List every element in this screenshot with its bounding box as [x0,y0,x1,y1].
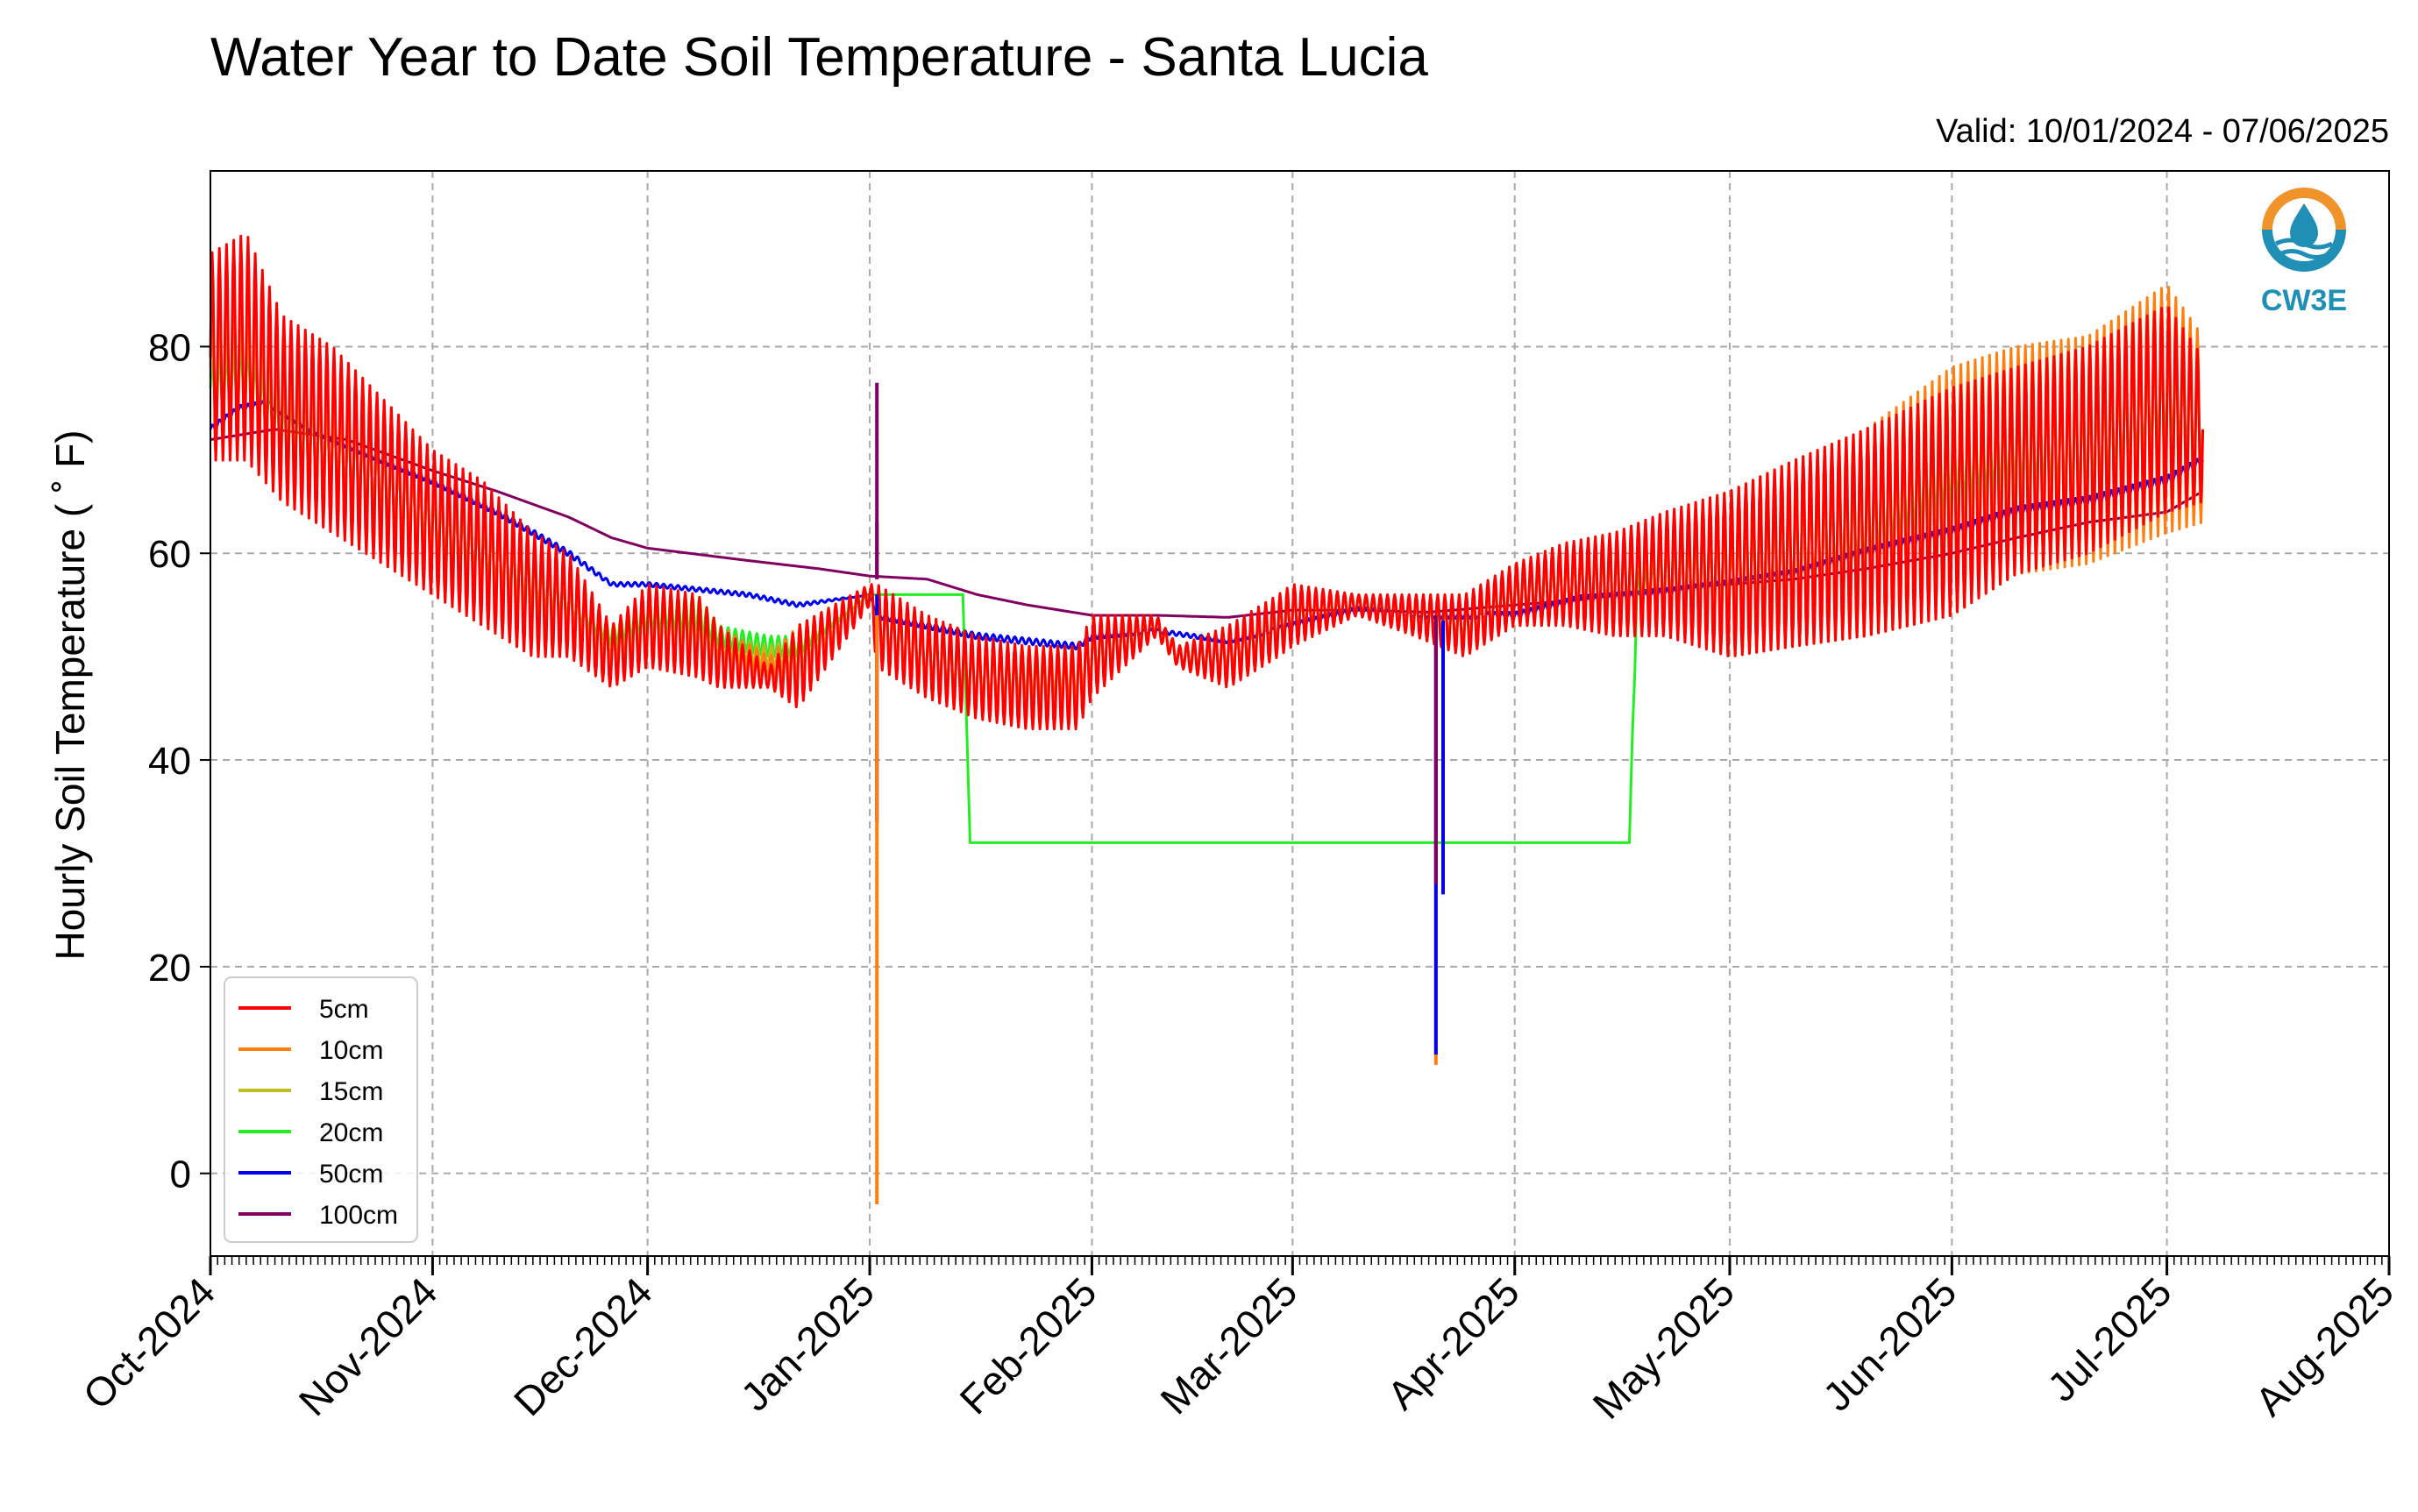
x-tick-label: Apr-2025 [1378,1268,1528,1418]
x-tick-label: Jun-2025 [1814,1268,1965,1419]
cw3e-logo: CW3E [2261,188,2347,317]
x-tick-label: Jul-2025 [2038,1268,2180,1410]
x-tick-label: Aug-2025 [2246,1268,2402,1424]
x-tick-label: Nov-2024 [290,1268,446,1424]
legend-label-5cm: 5cm [319,995,369,1024]
x-tick-label: Oct-2024 [75,1268,224,1418]
grid-lines [210,171,2390,1256]
y-tick-label: 0 [170,1154,191,1196]
plot-frame [210,170,2390,1257]
x-tick-label: Jan-2025 [732,1268,883,1419]
x-tick-label: Mar-2025 [1151,1268,1305,1423]
y-axis-ticks: 0 20 40 60 80 [148,326,210,1196]
x-tick-label: Dec-2024 [505,1268,661,1424]
legend-label-15cm: 15cm [319,1077,383,1106]
y-tick-label: 40 [148,740,191,783]
spike-layer [875,382,1445,1205]
y-axis-label: Hourly Soil Temperature ( ˚ F) [47,430,93,961]
x-axis-ticks: Oct-2024 Nov-2024 Dec-2024 Jan-2025 Feb-2025… [75,1256,2402,1428]
chart-title: Water Year to Date Soil Temperature - Sa… [210,27,1428,88]
series-line-5cm [209,234,2204,731]
legend-label-50cm: 50cm [319,1160,383,1189]
legend-label-20cm: 20cm [319,1118,383,1147]
y-tick-label: 60 [148,533,191,576]
legend: 5cm 10cm 15cm 20cm 50cm 100cm [224,976,418,1243]
legend-label-100cm: 100cm [319,1201,398,1230]
chart-subtitle: Valid: 10/01/2024 - 07/06/2025 [1936,113,2389,150]
y-tick-label: 20 [148,947,191,990]
x-tick-label: Feb-2025 [951,1268,1106,1423]
legend-entries: 5cm 10cm 15cm 20cm 50cm 100cm [238,995,398,1230]
water-drop-logo-icon [2262,188,2346,272]
x-tick-label: May-2025 [1584,1268,1743,1427]
logo-text: CW3E [2261,284,2347,317]
y-tick-label: 80 [148,326,191,369]
legend-label-10cm: 10cm [319,1036,383,1065]
legend-box [224,976,418,1243]
series-layer [209,234,2204,844]
plot-area [209,170,2390,1257]
